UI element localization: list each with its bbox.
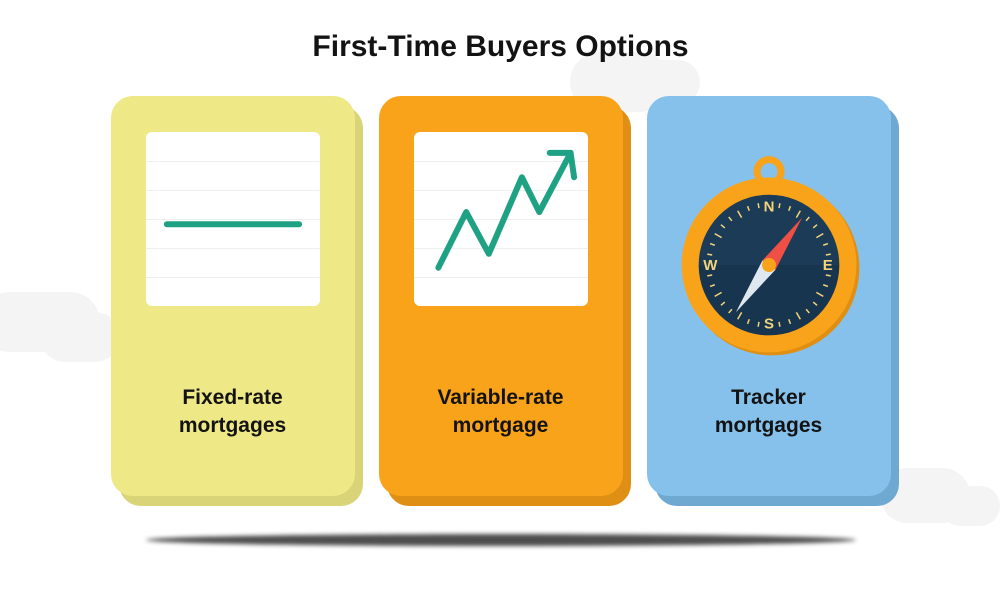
flat-line-icon xyxy=(146,132,320,306)
infographic-canvas: First-Time Buyers Options Fixed-ratemort… xyxy=(0,0,1001,601)
svg-text:W: W xyxy=(703,257,718,274)
zigzag-arrow-icon xyxy=(414,132,588,306)
svg-text:E: E xyxy=(822,257,832,274)
card-fixed-rate: Fixed-ratemortgages xyxy=(111,96,355,496)
card-label: Fixed-ratemortgages xyxy=(111,384,355,441)
card-variable-rate: Variable-ratemortgage xyxy=(379,96,623,496)
card-body: N E S W Trackermortgages xyxy=(647,96,891,496)
card-body: Fixed-ratemortgages xyxy=(111,96,355,496)
cloud-bg-6 xyxy=(940,486,1000,526)
chart-panel-fixed xyxy=(146,132,320,306)
cloud-bg-2 xyxy=(40,312,120,362)
page-title: First-Time Buyers Options xyxy=(0,30,1001,64)
svg-text:N: N xyxy=(763,198,774,215)
card-label: Trackermortgages xyxy=(647,384,891,441)
card-row: Fixed-ratemortgages Variable-ratemortgag… xyxy=(111,96,891,496)
floor-shadow xyxy=(146,534,856,546)
card-tracker: N E S W Trackermortgages xyxy=(647,96,891,496)
card-label: Variable-ratemortgage xyxy=(379,384,623,441)
compass-icon: N E S W xyxy=(674,150,864,364)
card-body: Variable-ratemortgage xyxy=(379,96,623,496)
chart-panel-variable xyxy=(414,132,588,306)
svg-text:S: S xyxy=(763,316,773,333)
